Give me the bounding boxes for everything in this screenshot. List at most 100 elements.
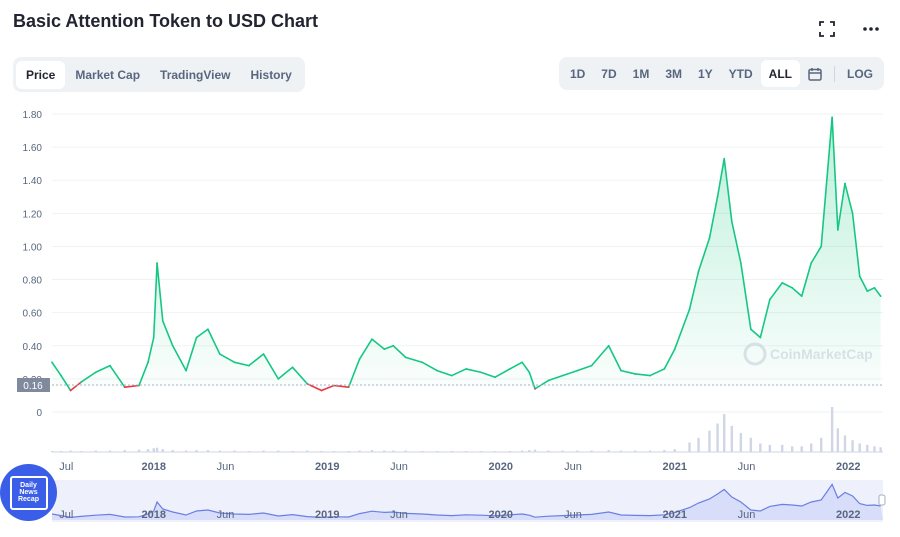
navigator-tick-label: Jun (564, 509, 582, 521)
price-point (590, 364, 593, 367)
price-point (333, 384, 335, 387)
price-point (494, 376, 496, 379)
price-point (195, 336, 198, 339)
price-point (820, 245, 822, 248)
price-point (248, 364, 250, 367)
price-point (291, 366, 294, 369)
more-icon[interactable] (860, 18, 882, 40)
navigator-tick-label: Jul (59, 509, 73, 521)
price-point (306, 383, 309, 385)
price-point (69, 389, 72, 392)
price-segment (371, 338, 386, 350)
y-tick-label: 0.20 (23, 375, 43, 386)
price-segment (421, 361, 438, 372)
range-ytd[interactable]: YTD (728, 66, 753, 81)
navigator-tick-label: 2022 (836, 509, 860, 521)
volume-bar (479, 451, 483, 452)
price-point (60, 374, 62, 377)
page-title: Basic Attention Token to USD Chart (13, 11, 319, 31)
price-segment (306, 383, 323, 392)
watermark: CoinMarketCap (743, 342, 873, 366)
price-point (810, 262, 813, 264)
badge-line-3: Recap (17, 496, 39, 503)
volume-bar (873, 446, 876, 452)
calendar-icon[interactable] (800, 60, 830, 87)
volume-bar (819, 437, 823, 452)
price-point (781, 282, 784, 284)
tab-market-cap[interactable]: Market Cap (75, 67, 141, 82)
tab-price[interactable]: Price (16, 60, 66, 89)
price-point (262, 353, 265, 355)
price-segment (858, 275, 869, 292)
price-point (392, 344, 395, 347)
y-tick-label: 0 (36, 408, 42, 419)
volume-bar (730, 425, 734, 452)
price-point (207, 328, 209, 331)
price-segment (138, 361, 149, 387)
price-segment (383, 344, 395, 350)
navigator-labels: Jul 2018 Jun 2019 Jun 2020 Jun 2021 Jun 2022 (59, 509, 860, 521)
volume-bar (332, 451, 336, 452)
range-1d[interactable]: 1D (569, 66, 586, 81)
y-tick-label: 1.40 (23, 176, 43, 187)
price-point (94, 371, 97, 374)
volume-bar (383, 450, 386, 452)
range-1y[interactable]: 1Y (697, 66, 713, 81)
volume-bar (218, 450, 222, 452)
price-segment (873, 287, 882, 297)
price-point (649, 374, 651, 377)
price-segment (347, 358, 361, 388)
price-point (759, 336, 762, 339)
fullscreen-icon[interactable] (816, 18, 838, 40)
volume-bar (830, 407, 834, 452)
price-segment (147, 336, 155, 364)
price-point (750, 328, 752, 331)
x-tick-label: 2020 (489, 461, 513, 473)
price-point (769, 298, 771, 301)
volume-bar (146, 449, 150, 452)
volume-bar (347, 451, 350, 452)
x-tick-label: Jun (738, 461, 756, 473)
volume-bar (79, 451, 83, 452)
price-point (723, 157, 726, 160)
price-segment (688, 270, 700, 311)
tab-tradingview[interactable]: TradingView (160, 67, 231, 82)
price-point (277, 378, 280, 380)
price-point (51, 361, 53, 364)
price-segment (262, 353, 280, 380)
x-tick-label: Jul (59, 461, 73, 473)
navigator-tick-label: Jun (738, 509, 756, 521)
price-segment (152, 262, 158, 339)
x-tick-label: Jun (390, 461, 408, 473)
range-tabs: 1D 7D 1M 3M 1Y YTD ALL LOG (558, 57, 884, 90)
y-tick-label: 1.60 (23, 143, 43, 154)
price-segment (663, 348, 676, 370)
volume-bar (663, 450, 666, 452)
price-segment (333, 384, 350, 388)
price-point (528, 371, 531, 374)
volume-bar (781, 444, 784, 452)
price-segment (60, 374, 72, 392)
range-1m[interactable]: 1M (632, 66, 650, 81)
volume-bar (520, 450, 524, 452)
volume-bar (155, 447, 159, 452)
volume-bar (195, 450, 198, 452)
price-point (663, 368, 666, 370)
price-segment (791, 287, 803, 297)
price-segment (156, 262, 164, 322)
tab-history[interactable]: History (250, 67, 292, 82)
price-point (152, 336, 155, 339)
volume-bar (450, 451, 454, 452)
navigator (51, 480, 886, 522)
range-divider (834, 65, 835, 82)
range-7d[interactable]: 7D (601, 66, 617, 81)
volume-bar (137, 449, 141, 452)
price-segment (195, 328, 209, 339)
range-all[interactable]: ALL (760, 60, 800, 87)
range-3m[interactable]: 3M (665, 66, 682, 81)
log-toggle[interactable]: LOG (847, 66, 873, 81)
price-point (791, 287, 793, 289)
price-segment (436, 369, 453, 377)
news-badge[interactable]: Daily News Recap (0, 464, 57, 521)
price-point (509, 368, 511, 370)
